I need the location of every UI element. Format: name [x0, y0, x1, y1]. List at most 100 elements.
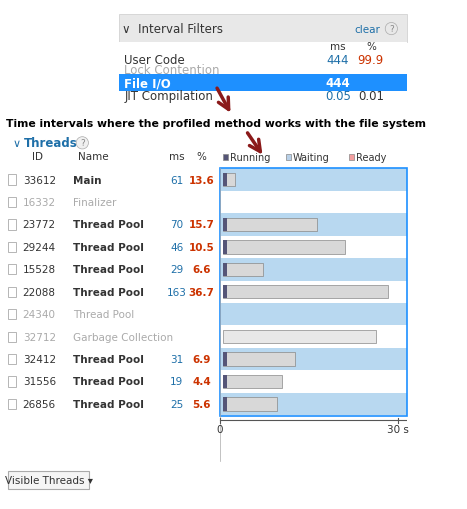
Text: 16332: 16332 [23, 197, 56, 208]
Text: User Code: User Code [124, 53, 185, 67]
FancyBboxPatch shape [223, 353, 295, 366]
Text: 4.4: 4.4 [192, 377, 211, 387]
Text: 26856: 26856 [23, 399, 56, 409]
FancyBboxPatch shape [220, 371, 407, 393]
Text: Visible Threads ▾: Visible Threads ▾ [5, 475, 92, 485]
Text: 5.6: 5.6 [192, 399, 211, 409]
Text: %: % [366, 42, 376, 52]
FancyBboxPatch shape [4, 393, 220, 415]
FancyBboxPatch shape [8, 354, 16, 364]
FancyBboxPatch shape [223, 398, 277, 411]
Text: clear: clear [355, 24, 381, 35]
Text: %: % [197, 152, 206, 162]
Text: 33612: 33612 [23, 175, 56, 185]
Text: 0.01: 0.01 [358, 90, 384, 103]
Text: ∨  Interval Filters: ∨ Interval Filters [122, 23, 223, 36]
FancyBboxPatch shape [220, 326, 407, 348]
FancyBboxPatch shape [223, 263, 227, 276]
Text: 25: 25 [170, 399, 183, 409]
Text: Time intervals where the profiled method works with the file system: Time intervals where the profiled method… [6, 119, 426, 129]
Text: 22088: 22088 [23, 287, 56, 297]
Text: 13.6: 13.6 [189, 175, 214, 185]
FancyBboxPatch shape [119, 15, 407, 43]
FancyBboxPatch shape [4, 169, 220, 191]
FancyBboxPatch shape [223, 375, 283, 388]
Text: 444: 444 [325, 77, 350, 90]
FancyBboxPatch shape [4, 303, 220, 326]
FancyBboxPatch shape [223, 375, 227, 388]
Text: Thread Pool: Thread Pool [73, 399, 144, 409]
Text: Thread Pool: Thread Pool [73, 377, 144, 387]
FancyBboxPatch shape [8, 309, 16, 320]
Text: ?: ? [389, 25, 394, 34]
FancyBboxPatch shape [223, 286, 227, 299]
FancyBboxPatch shape [4, 236, 220, 259]
FancyBboxPatch shape [8, 287, 16, 297]
FancyBboxPatch shape [4, 191, 220, 214]
FancyBboxPatch shape [4, 326, 220, 348]
Text: Main: Main [73, 175, 102, 185]
Text: 99.9: 99.9 [358, 53, 384, 67]
FancyBboxPatch shape [220, 303, 407, 326]
FancyBboxPatch shape [220, 348, 407, 371]
FancyBboxPatch shape [8, 332, 16, 342]
Text: Thread Pool: Thread Pool [73, 242, 144, 252]
Text: Name: Name [78, 152, 108, 162]
FancyBboxPatch shape [220, 281, 407, 303]
Text: 24340: 24340 [23, 309, 56, 320]
Text: 0.05: 0.05 [325, 90, 351, 103]
Text: 32412: 32412 [23, 354, 56, 364]
Text: File I/O: File I/O [124, 77, 171, 90]
Text: ms: ms [169, 152, 184, 162]
FancyBboxPatch shape [349, 154, 354, 161]
Text: JIT Compilation: JIT Compilation [124, 90, 213, 103]
FancyBboxPatch shape [223, 353, 227, 366]
FancyBboxPatch shape [223, 263, 262, 276]
FancyBboxPatch shape [8, 175, 16, 185]
Text: Ready: Ready [356, 152, 386, 162]
FancyBboxPatch shape [220, 214, 407, 236]
FancyBboxPatch shape [223, 218, 227, 232]
FancyBboxPatch shape [223, 330, 376, 344]
Text: ms: ms [330, 42, 346, 52]
Text: 163: 163 [167, 287, 187, 297]
Text: 70: 70 [170, 220, 183, 230]
Text: Waiting: Waiting [293, 152, 330, 162]
Text: 19: 19 [170, 377, 183, 387]
Text: 6.6: 6.6 [192, 265, 211, 275]
FancyBboxPatch shape [8, 197, 16, 208]
FancyBboxPatch shape [220, 236, 407, 259]
FancyBboxPatch shape [8, 242, 16, 252]
FancyBboxPatch shape [223, 218, 317, 232]
Text: 10.5: 10.5 [189, 242, 214, 252]
Text: 32712: 32712 [23, 332, 56, 342]
Text: 0: 0 [217, 425, 223, 435]
FancyBboxPatch shape [223, 286, 389, 299]
Text: Garbage Collection: Garbage Collection [73, 332, 174, 342]
FancyBboxPatch shape [4, 214, 220, 236]
FancyBboxPatch shape [223, 154, 228, 161]
FancyBboxPatch shape [223, 174, 227, 187]
Text: Lock Contention: Lock Contention [124, 64, 220, 77]
FancyBboxPatch shape [223, 174, 235, 187]
FancyBboxPatch shape [220, 191, 407, 214]
Text: 31: 31 [170, 354, 183, 364]
FancyBboxPatch shape [8, 265, 16, 275]
FancyBboxPatch shape [4, 371, 220, 393]
Text: 36.7: 36.7 [189, 287, 214, 297]
FancyBboxPatch shape [4, 348, 220, 371]
Text: Finalizer: Finalizer [73, 197, 117, 208]
Text: Thread Pool: Thread Pool [73, 354, 144, 364]
FancyBboxPatch shape [4, 259, 220, 281]
Text: 6.9: 6.9 [192, 354, 211, 364]
Text: 29244: 29244 [23, 242, 56, 252]
Text: 30 s: 30 s [387, 425, 409, 435]
FancyBboxPatch shape [8, 399, 16, 409]
FancyBboxPatch shape [119, 75, 407, 92]
FancyBboxPatch shape [8, 471, 89, 489]
Text: Thread Pool: Thread Pool [73, 309, 135, 320]
FancyBboxPatch shape [223, 241, 227, 254]
Text: 29: 29 [170, 265, 183, 275]
FancyBboxPatch shape [220, 393, 407, 415]
FancyBboxPatch shape [286, 154, 291, 161]
